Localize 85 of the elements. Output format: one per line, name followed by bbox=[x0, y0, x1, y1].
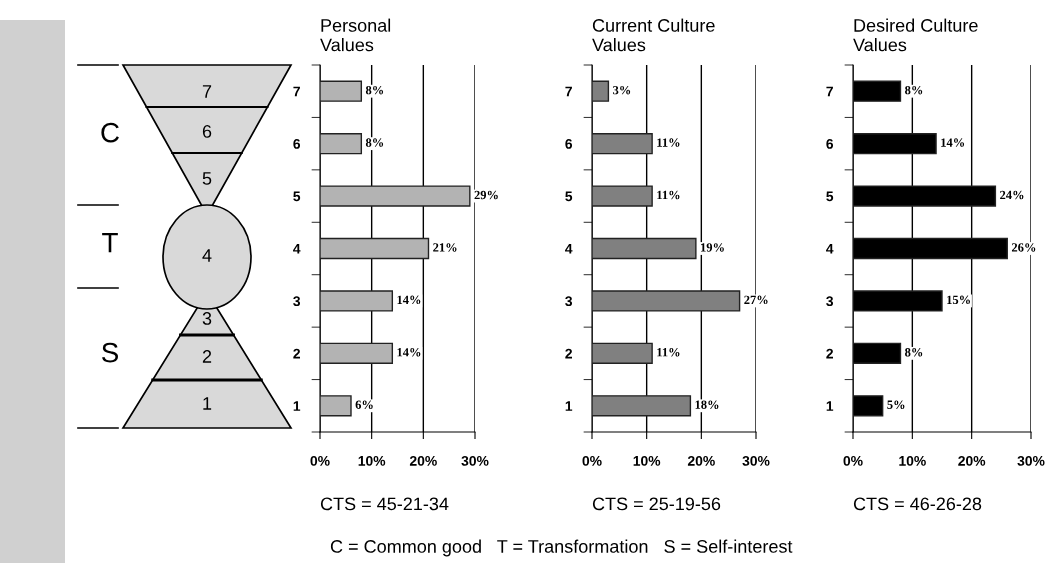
bar bbox=[320, 342, 394, 365]
y-tick-label: 6 bbox=[826, 138, 834, 149]
bar bbox=[320, 80, 363, 102]
chart-title: Current Culture Values bbox=[592, 18, 715, 52]
y-tick-label: 6 bbox=[565, 138, 573, 149]
bar bbox=[592, 185, 653, 207]
text: CTS = 25-19-56 bbox=[592, 497, 721, 511]
text: CTS = 46-26-28 bbox=[853, 497, 982, 511]
y-tick-label: 1 bbox=[293, 401, 301, 411]
data-label: 14% bbox=[941, 138, 965, 147]
x-tick-label: 0% bbox=[582, 455, 602, 466]
bar bbox=[592, 80, 610, 102]
bar bbox=[592, 290, 741, 312]
x-tick-label: 30% bbox=[1017, 455, 1045, 466]
y-tick-label: 1 bbox=[826, 401, 834, 411]
text: 6 bbox=[202, 125, 212, 138]
text: C bbox=[101, 122, 119, 143]
text: 1 bbox=[203, 397, 212, 410]
x-tick-label: 10% bbox=[358, 455, 386, 466]
y-tick-label: 3 bbox=[826, 296, 834, 307]
x-tick-label: 10% bbox=[899, 455, 926, 466]
x-tick-label: 30% bbox=[742, 455, 770, 466]
chart-title: Desired Culture Values bbox=[853, 18, 978, 52]
y-tick-label: 5 bbox=[565, 191, 573, 202]
y-tick-label: 7 bbox=[826, 86, 833, 97]
x-tick-label: 0% bbox=[310, 455, 330, 466]
data-label: 15% bbox=[947, 295, 970, 305]
y-tick-label: 5 bbox=[293, 191, 301, 202]
bar bbox=[592, 237, 697, 260]
bar bbox=[320, 185, 471, 207]
data-label: 11% bbox=[657, 348, 680, 357]
text: 3 bbox=[202, 312, 212, 325]
x-tick-label: 30% bbox=[461, 455, 489, 466]
text: 2 bbox=[202, 350, 212, 363]
text: 4 bbox=[202, 249, 212, 262]
y-tick-label: 5 bbox=[826, 191, 834, 202]
data-label: 29% bbox=[474, 190, 498, 200]
y-tick-label: 1 bbox=[565, 401, 573, 411]
y-tick-label: 3 bbox=[293, 296, 301, 307]
y-tick-label: 7 bbox=[565, 86, 572, 97]
data-label: 8% bbox=[365, 138, 384, 147]
data-label: 8% bbox=[365, 85, 384, 95]
bar bbox=[320, 395, 352, 417]
y-tick-label: 6 bbox=[293, 138, 301, 149]
data-label: 27% bbox=[744, 295, 768, 305]
x-tick-label: 0% bbox=[843, 455, 863, 466]
x-tick-label: 20% bbox=[958, 455, 986, 466]
bar bbox=[320, 290, 394, 312]
data-label: 6% bbox=[355, 400, 373, 409]
y-tick-label: 7 bbox=[293, 86, 300, 97]
text: 5 bbox=[202, 172, 212, 185]
x-tick-label: 20% bbox=[409, 455, 437, 466]
y-tick-label: 2 bbox=[293, 348, 300, 359]
bar bbox=[592, 395, 692, 417]
y-tick-label: 2 bbox=[826, 348, 833, 359]
data-label: 21% bbox=[433, 243, 457, 252]
chart-title: Personal Values bbox=[320, 18, 391, 52]
bar bbox=[320, 132, 363, 155]
x-tick-label: 20% bbox=[687, 455, 715, 466]
text: S bbox=[102, 342, 118, 363]
bar bbox=[592, 132, 653, 155]
bar bbox=[320, 237, 430, 260]
y-tick-label: 4 bbox=[565, 243, 573, 254]
data-label: 18% bbox=[695, 400, 719, 409]
data-label: 26% bbox=[1011, 243, 1036, 252]
data-label: 5% bbox=[887, 400, 905, 409]
bar bbox=[592, 342, 653, 365]
text: CTS = 45-21-34 bbox=[320, 497, 449, 511]
y-tick-label: 2 bbox=[565, 348, 572, 359]
data-label: 14% bbox=[397, 348, 421, 357]
data-label: 11% bbox=[657, 138, 680, 147]
y-tick-label: 3 bbox=[565, 296, 573, 307]
data-label: 11% bbox=[657, 190, 680, 200]
data-label: 3% bbox=[613, 85, 631, 95]
data-label: 8% bbox=[905, 85, 923, 95]
x-tick-label: 10% bbox=[633, 455, 661, 466]
data-label: 24% bbox=[1000, 190, 1024, 200]
text: C = Common good T = Transformation S = Self-interest bbox=[330, 539, 793, 557]
data-label: 14% bbox=[397, 295, 421, 305]
y-tick-label: 4 bbox=[826, 243, 834, 254]
y-tick-label: 4 bbox=[293, 243, 301, 254]
data-label: 19% bbox=[701, 243, 724, 252]
data-label: 8% bbox=[905, 348, 923, 357]
text: T bbox=[102, 233, 118, 253]
text: 7 bbox=[202, 85, 212, 98]
